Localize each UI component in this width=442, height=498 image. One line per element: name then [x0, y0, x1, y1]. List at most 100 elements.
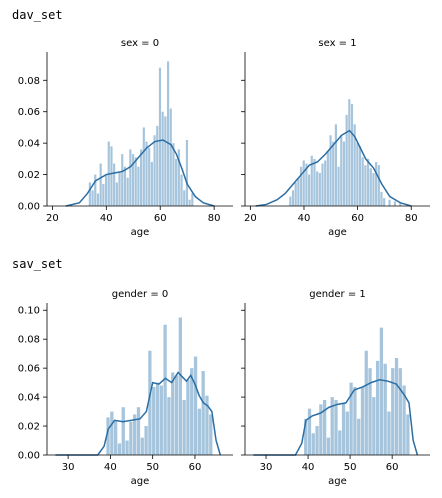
x-tick-label: 40 [298, 213, 311, 224]
histogram-bar [338, 430, 342, 455]
histogram-bar [178, 317, 182, 455]
histogram-bar [205, 395, 209, 455]
histogram-bar [356, 143, 359, 206]
histogram-bar [164, 116, 167, 206]
y-tick-label: 0.04 [18, 139, 40, 150]
facet-panel-2: 30 40 50 60 0.00 0.02 0.04 0.06 0.08 0.10 gender =… [18, 289, 233, 487]
histogram-bar [326, 151, 329, 206]
histogram-bar [322, 399, 327, 455]
histogram-bar [297, 177, 300, 206]
histogram-bar [372, 397, 376, 455]
histogram-bar [131, 154, 135, 206]
histogram-bar [186, 379, 190, 455]
x-tick-label: 40 [104, 462, 117, 473]
histogram-bar [150, 162, 153, 206]
histogram-bar [332, 141, 335, 206]
histogram-bar [353, 386, 357, 455]
histogram-bar [129, 149, 132, 206]
histogram-bar [163, 324, 167, 455]
histogram-bar [307, 408, 312, 455]
histogram-bar [310, 155, 313, 206]
histogram-bar [121, 407, 125, 455]
histogram-bar [357, 418, 361, 455]
histogram-bar [393, 201, 396, 206]
y-tick-label: 0.00 [18, 202, 40, 213]
histogram-bar [118, 171, 121, 206]
y-tick-label: 0.04 [18, 393, 40, 404]
histogram-bar [305, 163, 308, 206]
histogram-bar [391, 368, 395, 455]
cell-label-sav-set: sav_set [12, 257, 63, 271]
histogram-bar [201, 371, 205, 455]
x-axis-label: age [328, 476, 347, 487]
histogram-bar [121, 154, 124, 206]
histogram-bar [387, 411, 391, 455]
histogram-bar [104, 174, 108, 206]
histogram-bar [167, 397, 171, 455]
histogram-bar [358, 146, 362, 206]
x-tick-label: 30 [260, 462, 273, 473]
histogram-bar [383, 198, 386, 206]
histogram-bar [315, 426, 319, 455]
histogram-bar [394, 358, 399, 455]
histogram-bar [398, 368, 402, 455]
x-tick-label: 40 [302, 462, 315, 473]
histogram-bar [291, 190, 295, 206]
histogram-bar [193, 356, 198, 455]
histogram-bar [313, 158, 316, 206]
histogram-bar [330, 397, 334, 455]
histogram-bar [182, 399, 186, 455]
histogram-bar [159, 385, 163, 455]
x-axis-label: age [328, 227, 347, 238]
histogram-bar [299, 166, 303, 206]
histogram-bar [145, 141, 148, 206]
histogram-bar [123, 166, 127, 206]
histogram-bar [140, 149, 143, 206]
histogram-bar [329, 135, 332, 206]
histogram-bar [144, 426, 148, 455]
histogram-bar [102, 184, 105, 206]
histogram-bar [110, 146, 113, 206]
histogram-bar [161, 111, 164, 206]
histogram-bar [345, 411, 349, 455]
histogram-bar [377, 165, 380, 206]
histogram-bar [345, 114, 348, 206]
y-tick-label: 0.00 [18, 451, 40, 462]
histogram-bar [402, 385, 406, 455]
histogram-bar [294, 182, 297, 206]
x-tick-label: 50 [146, 462, 159, 473]
facet-title: gender = 1 [309, 289, 366, 300]
histogram-bar [153, 135, 156, 206]
histogram-bar [134, 157, 137, 206]
histogram-bar [372, 173, 375, 206]
histogram-bar [302, 160, 305, 206]
x-tick-label: 60 [154, 213, 167, 224]
histogram-bar [91, 190, 94, 206]
histogram-bar [375, 162, 378, 206]
histogram-bar [113, 163, 116, 206]
y-tick-label: 0.06 [18, 107, 40, 118]
histogram-bar [334, 399, 338, 455]
histogram-bar [380, 191, 383, 206]
y-tick-label: 0.08 [18, 335, 40, 346]
histogram-bar [142, 127, 145, 206]
histogram-bar [304, 418, 308, 455]
histogram-bar [175, 158, 178, 206]
histogram-bar [319, 404, 323, 455]
histogram-bar [369, 168, 372, 206]
kde-line [253, 378, 419, 456]
y-tick-label: 0.02 [18, 170, 40, 181]
histogram-bar [364, 165, 367, 206]
histogram-bar [172, 143, 175, 206]
histogram-bar [191, 193, 194, 206]
histogram-bar [318, 173, 321, 206]
x-tick-label: 50 [344, 462, 357, 473]
histogram-bar [350, 103, 354, 206]
histogram-bar [375, 360, 380, 455]
histogram-bar [133, 414, 137, 455]
x-tick-label: 80 [405, 213, 418, 224]
histogram-bar [349, 382, 353, 455]
x-tick-label: 40 [100, 213, 113, 224]
facet-title: gender = 0 [112, 289, 169, 300]
